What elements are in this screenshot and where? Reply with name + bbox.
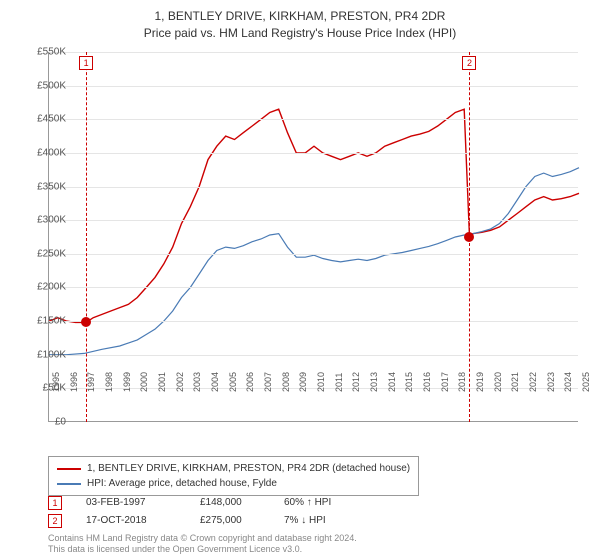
footer-line2: This data is licensed under the Open Gov… bbox=[48, 544, 357, 556]
gridline bbox=[49, 86, 578, 87]
series-line-price_paid bbox=[49, 109, 579, 322]
sale-date: 17-OCT-2018 bbox=[86, 512, 176, 530]
x-tick-label: 2001 bbox=[157, 372, 167, 392]
x-tick-label: 2019 bbox=[475, 372, 485, 392]
x-tick-label: 2014 bbox=[387, 372, 397, 392]
sale-idx: 1 bbox=[48, 496, 62, 510]
y-tick-label: £200K bbox=[26, 282, 66, 293]
x-tick-label: 2021 bbox=[510, 372, 520, 392]
legend-swatch bbox=[57, 468, 81, 470]
legend-swatch bbox=[57, 483, 81, 485]
gridline bbox=[49, 187, 578, 188]
x-tick-label: 2009 bbox=[298, 372, 308, 392]
y-tick-label: £250K bbox=[26, 248, 66, 259]
legend-row: HPI: Average price, detached house, Fyld… bbox=[57, 476, 410, 491]
sale-date: 03-FEB-1997 bbox=[86, 494, 176, 512]
y-tick-label: £300K bbox=[26, 215, 66, 226]
chart-title: 1, BENTLEY DRIVE, KIRKHAM, PRESTON, PR4 … bbox=[0, 0, 600, 42]
sale-row: 2 17-OCT-2018 £275,000 7% ↓ HPI bbox=[48, 512, 364, 530]
title-line1: 1, BENTLEY DRIVE, KIRKHAM, PRESTON, PR4 … bbox=[0, 8, 600, 25]
x-tick-label: 2018 bbox=[457, 372, 467, 392]
sale-marker-box: 2 bbox=[462, 56, 476, 70]
gridline bbox=[49, 52, 578, 53]
gridline bbox=[49, 119, 578, 120]
x-tick-label: 2003 bbox=[192, 372, 202, 392]
title-line2: Price paid vs. HM Land Registry's House … bbox=[0, 25, 600, 42]
x-tick-label: 1996 bbox=[69, 372, 79, 392]
sale-idx: 2 bbox=[48, 514, 62, 528]
gridline bbox=[49, 153, 578, 154]
legend-row: 1, BENTLEY DRIVE, KIRKHAM, PRESTON, PR4 … bbox=[57, 461, 410, 476]
x-tick-label: 2004 bbox=[210, 372, 220, 392]
sale-marker-line bbox=[86, 52, 87, 422]
plot-area: 12 bbox=[48, 52, 578, 422]
gridline bbox=[49, 220, 578, 221]
x-tick-label: 2020 bbox=[493, 372, 503, 392]
gridline bbox=[49, 254, 578, 255]
legend-label: HPI: Average price, detached house, Fyld… bbox=[87, 476, 277, 491]
x-tick-label: 2025 bbox=[581, 372, 591, 392]
x-tick-label: 1998 bbox=[104, 372, 114, 392]
x-tick-label: 2000 bbox=[139, 372, 149, 392]
series-line-hpi bbox=[49, 168, 579, 355]
x-tick-label: 2024 bbox=[563, 372, 573, 392]
sale-delta: 7% ↓ HPI bbox=[284, 512, 364, 530]
gridline bbox=[49, 287, 578, 288]
y-tick-label: £450K bbox=[26, 114, 66, 125]
y-tick-label: £100K bbox=[26, 349, 66, 360]
sale-price: £148,000 bbox=[200, 494, 260, 512]
x-tick-label: 2007 bbox=[263, 372, 273, 392]
sale-marker-dot bbox=[81, 317, 91, 327]
sale-price: £275,000 bbox=[200, 512, 260, 530]
x-tick-label: 2015 bbox=[404, 372, 414, 392]
x-tick-label: 2006 bbox=[245, 372, 255, 392]
x-tick-label: 1997 bbox=[86, 372, 96, 392]
footer-line1: Contains HM Land Registry data © Crown c… bbox=[48, 533, 357, 545]
x-tick-label: 2008 bbox=[281, 372, 291, 392]
footer: Contains HM Land Registry data © Crown c… bbox=[48, 533, 357, 556]
sales-table: 1 03-FEB-1997 £148,000 60% ↑ HPI 2 17-OCT-201… bbox=[48, 494, 364, 530]
sale-row: 1 03-FEB-1997 £148,000 60% ↑ HPI bbox=[48, 494, 364, 512]
y-tick-label: £0 bbox=[26, 417, 66, 428]
chart-container: 1, BENTLEY DRIVE, KIRKHAM, PRESTON, PR4 … bbox=[0, 0, 600, 560]
x-tick-label: 2005 bbox=[228, 372, 238, 392]
x-tick-label: 2002 bbox=[175, 372, 185, 392]
x-tick-label: 2013 bbox=[369, 372, 379, 392]
x-tick-label: 2022 bbox=[528, 372, 538, 392]
gridline bbox=[49, 355, 578, 356]
legend: 1, BENTLEY DRIVE, KIRKHAM, PRESTON, PR4 … bbox=[48, 456, 419, 496]
y-tick-label: £150K bbox=[26, 316, 66, 327]
y-tick-label: £350K bbox=[26, 181, 66, 192]
x-tick-label: 2012 bbox=[351, 372, 361, 392]
x-tick-label: 1999 bbox=[122, 372, 132, 392]
x-tick-label: 2010 bbox=[316, 372, 326, 392]
sale-marker-dot bbox=[464, 232, 474, 242]
gridline bbox=[49, 321, 578, 322]
sale-delta: 60% ↑ HPI bbox=[284, 494, 364, 512]
x-tick-label: 2023 bbox=[546, 372, 556, 392]
x-tick-label: 1995 bbox=[51, 372, 61, 392]
x-tick-label: 2017 bbox=[440, 372, 450, 392]
y-tick-label: £400K bbox=[26, 147, 66, 158]
legend-label: 1, BENTLEY DRIVE, KIRKHAM, PRESTON, PR4 … bbox=[87, 461, 410, 476]
plot-svg bbox=[49, 52, 579, 422]
x-tick-label: 2016 bbox=[422, 372, 432, 392]
y-tick-label: £550K bbox=[26, 47, 66, 58]
sale-marker-box: 1 bbox=[79, 56, 93, 70]
x-tick-label: 2011 bbox=[334, 373, 344, 392]
y-tick-label: £500K bbox=[26, 80, 66, 91]
